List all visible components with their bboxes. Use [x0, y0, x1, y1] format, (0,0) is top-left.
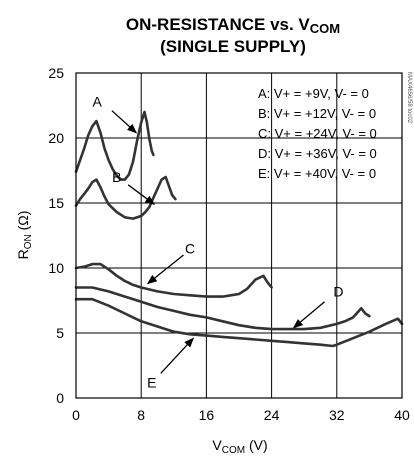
x-tick-label: 8	[137, 407, 145, 423]
series-layer	[74, 110, 404, 348]
callout-layer: A B C D E	[93, 94, 344, 391]
legend-entry-d: D: V+ = +36V, V- = 0	[258, 146, 377, 161]
series-line-e	[74, 297, 404, 348]
callout-label-c: C	[185, 241, 195, 257]
series-line-d	[74, 286, 371, 331]
callout-arrow-d	[292, 301, 325, 329]
callout-arrow-e	[160, 337, 195, 374]
legend: A: V+ = +9V, V- = 0 B: V+ = +12V, V- = 0 C…	[258, 86, 377, 181]
callout-label-a: A	[93, 94, 103, 110]
y-tick-label: 25	[48, 65, 64, 81]
callout-arrow-a	[111, 110, 138, 134]
series-line-a	[74, 110, 155, 181]
watermark-text: MAX4656/58 toc02	[406, 72, 412, 124]
legend-entry-c: C: V+ = +24V, V- = 0	[258, 126, 377, 141]
y-tick-label: 5	[56, 325, 64, 341]
legend-entry-e: E: V+ = +40V, V- = 0	[258, 166, 376, 181]
callout-label-e: E	[147, 374, 156, 390]
tick-label-layer: 0 8 16 24 32 40 0 5 10 15 20 25	[48, 65, 410, 423]
x-tick-label: 40	[394, 407, 410, 423]
x-tick-label: 16	[199, 407, 215, 423]
series-line-b	[74, 175, 177, 220]
chart-title-line1: ON-RESISTANCE vs. VCOM	[126, 15, 340, 36]
series-line-c	[74, 262, 273, 298]
y-tick-label: 20	[48, 130, 64, 146]
x-axis-label: VCOM (V)	[212, 437, 267, 456]
callout-arrow-c	[146, 254, 184, 285]
y-tick-label: 10	[48, 260, 64, 276]
callout-label-d: D	[333, 283, 343, 299]
y-axis-label: RON (Ω)	[15, 211, 34, 260]
x-tick-label: 0	[72, 407, 80, 423]
y-tick-label: 15	[48, 195, 64, 211]
x-tick-label: 24	[264, 407, 280, 423]
legend-entry-a: A: V+ = +9V, V- = 0	[258, 86, 369, 101]
callout-arrow-b	[127, 184, 156, 205]
x-tick-label: 32	[329, 407, 345, 423]
grid-layer	[76, 73, 402, 398]
plot-frame	[75, 72, 403, 399]
y-tick-label: 0	[56, 390, 64, 406]
chart-title-line2: (SINGLE SUPPLY)	[160, 37, 306, 56]
legend-entry-b: B: V+ = +12V, V- = 0	[258, 106, 376, 121]
callout-label-b: B	[112, 169, 121, 185]
